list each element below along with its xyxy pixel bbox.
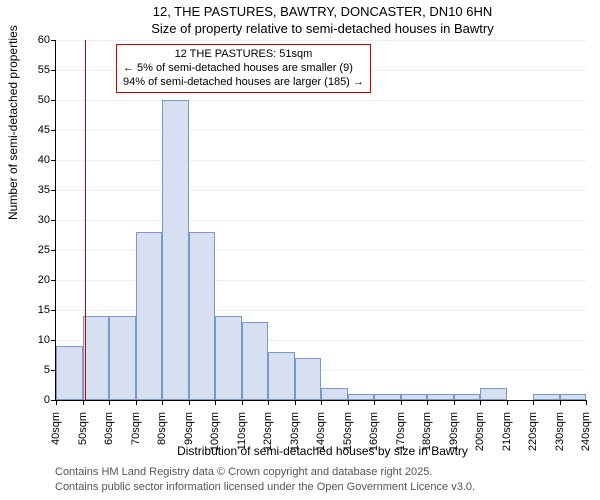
histogram-bar [189, 232, 216, 400]
xtick-mark [480, 400, 481, 405]
histogram-bar [454, 394, 481, 400]
gridline [56, 40, 586, 41]
histogram-bar [560, 394, 587, 400]
chart-container: 12, THE PASTURES, BAWTRY, DONCASTER, DN1… [0, 0, 600, 500]
xtick-mark [586, 400, 587, 405]
gridline [56, 100, 586, 101]
histogram-bar [83, 316, 110, 400]
histogram-bar [268, 352, 295, 400]
ytick-label: 60 [20, 34, 56, 46]
xtick-mark [533, 400, 534, 405]
chart-footer: Contains HM Land Registry data © Crown c… [55, 465, 475, 494]
xtick-mark [136, 400, 137, 405]
xtick-mark [348, 400, 349, 405]
ytick-label: 40 [20, 154, 56, 166]
gridline [56, 220, 586, 221]
histogram-bar [56, 346, 83, 400]
xtick-mark [215, 400, 216, 405]
ytick-label: 50 [20, 94, 56, 106]
annotation-line-2: ← 5% of semi-detached houses are smaller… [123, 62, 364, 76]
histogram-bar [215, 316, 242, 400]
annotation-line-1: 12 THE PASTURES: 51sqm [123, 48, 364, 62]
annotation-line-3: 94% of semi-detached houses are larger (… [123, 76, 364, 90]
xtick-mark [507, 400, 508, 405]
property-marker-line [85, 40, 86, 400]
histogram-bar [480, 388, 507, 400]
xtick-mark [268, 400, 269, 405]
xtick-label: 60sqm [103, 406, 115, 445]
footer-line-1: Contains HM Land Registry data © Crown c… [55, 465, 475, 479]
chart-title-main: 12, THE PASTURES, BAWTRY, DONCASTER, DN1… [55, 4, 590, 19]
histogram-bar [321, 388, 348, 400]
xtick-mark [401, 400, 402, 405]
histogram-bar [533, 394, 560, 400]
ytick-label: 15 [20, 304, 56, 316]
xtick-mark [454, 400, 455, 405]
ytick-label: 30 [20, 214, 56, 226]
xtick-label: 50sqm [77, 406, 89, 445]
histogram-bar [295, 358, 322, 400]
xtick-mark [189, 400, 190, 405]
gridline [56, 130, 586, 131]
histogram-bar [162, 100, 189, 400]
histogram-bar [242, 322, 269, 400]
ytick-label: 45 [20, 124, 56, 136]
histogram-bar [374, 394, 401, 400]
xtick-mark [374, 400, 375, 405]
xtick-mark [162, 400, 163, 405]
xtick-mark [109, 400, 110, 405]
histogram-bar [109, 316, 136, 400]
xtick-label: 70sqm [130, 406, 142, 445]
gridline [56, 160, 586, 161]
xtick-mark [560, 400, 561, 405]
xtick-mark [295, 400, 296, 405]
xtick-mark [427, 400, 428, 405]
plot-area: 05101520253035404550556040sqm50sqm60sqm7… [55, 40, 586, 401]
ytick-label: 25 [20, 244, 56, 256]
xtick-label: 90sqm [183, 406, 195, 445]
ytick-label: 55 [20, 64, 56, 76]
ytick-label: 0 [20, 394, 56, 406]
ytick-label: 5 [20, 364, 56, 376]
xtick-label: 40sqm [50, 406, 62, 445]
chart-title-sub: Size of property relative to semi-detach… [55, 21, 590, 36]
histogram-bar [401, 394, 428, 400]
ytick-label: 20 [20, 274, 56, 286]
x-axis-label: Distribution of semi-detached houses by … [55, 444, 590, 458]
y-axis-label: Number of semi-detached properties [6, 25, 20, 220]
xtick-mark [83, 400, 84, 405]
histogram-bar [348, 394, 375, 400]
xtick-label: 80sqm [156, 406, 168, 445]
annotation-box: 12 THE PASTURES: 51sqm← 5% of semi-detac… [116, 44, 371, 93]
footer-line-2: Contains public sector information licen… [55, 480, 475, 494]
histogram-bar [427, 394, 454, 400]
histogram-bar [136, 232, 163, 400]
gridline [56, 190, 586, 191]
xtick-mark [242, 400, 243, 405]
xtick-mark [56, 400, 57, 405]
xtick-mark [321, 400, 322, 405]
ytick-label: 10 [20, 334, 56, 346]
ytick-label: 35 [20, 184, 56, 196]
